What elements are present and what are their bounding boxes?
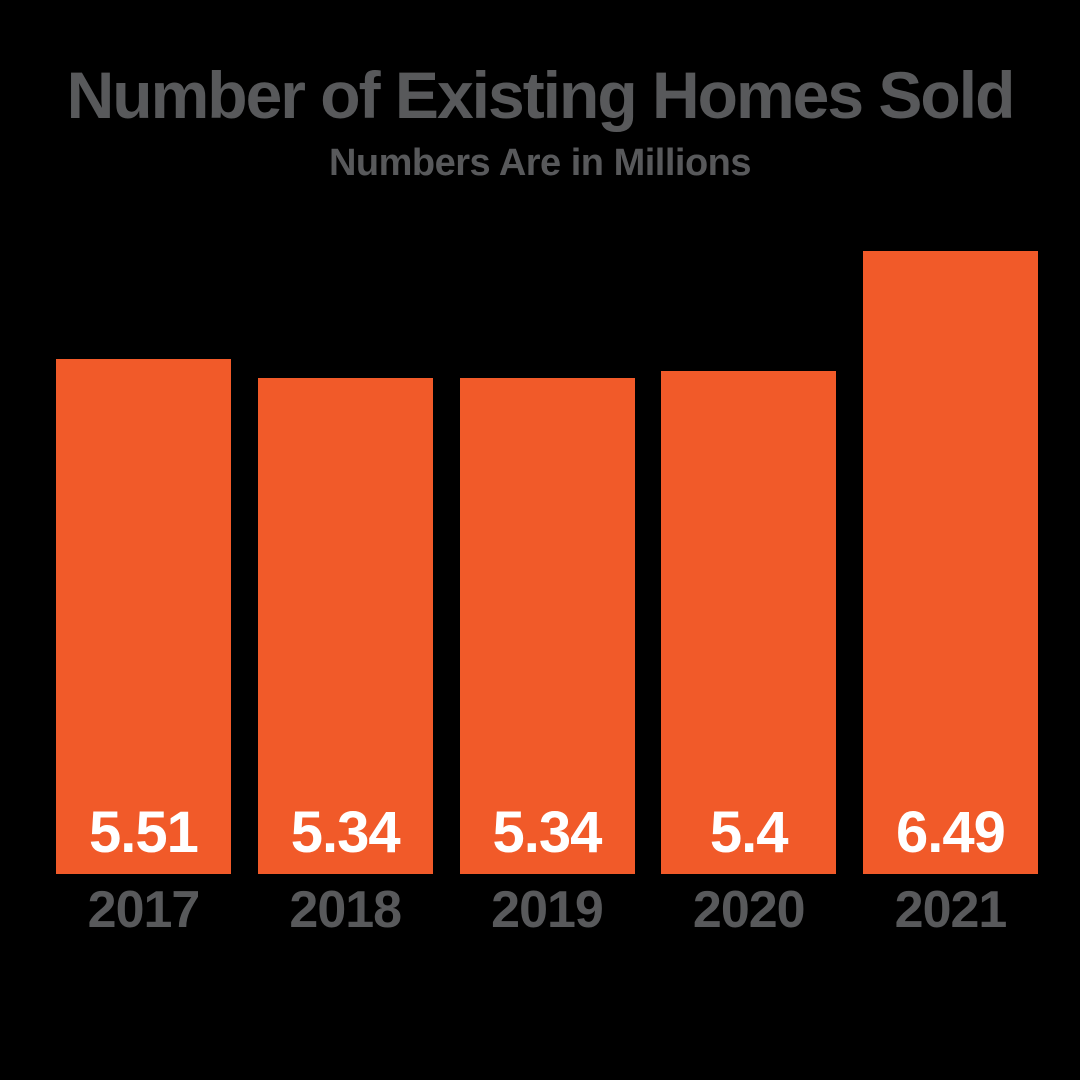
bar-value-label: 5.4 [709, 800, 789, 865]
bar-value-label: 5.34 [492, 800, 603, 865]
bar-2020: 5.4 [661, 371, 837, 874]
bar-value-label: 6.49 [896, 800, 1006, 865]
bar-2018: 5.34 [257, 378, 433, 874]
chart-title: Number of Existing Homes Sold [66, 58, 1016, 132]
year-label: 2017 [87, 881, 201, 939]
bar-value-label: 5.51 [89, 800, 199, 865]
year-label: 2021 [894, 881, 1008, 939]
bar-2019: 5.34 [459, 378, 635, 874]
bar-2021: 6.49 [863, 251, 1038, 874]
chart-header: Number of Existing Homes Sold Numbers Ar… [0, 59, 1080, 184]
bar-2017: 5.51 [56, 359, 231, 874]
year-label: 2018 [289, 881, 402, 939]
chart-subtitle: Numbers Are in Millions [328, 141, 752, 184]
year-label: 2019 [491, 881, 604, 939]
year-label: 2020 [692, 881, 806, 939]
bar-value-label: 5.34 [290, 800, 401, 865]
